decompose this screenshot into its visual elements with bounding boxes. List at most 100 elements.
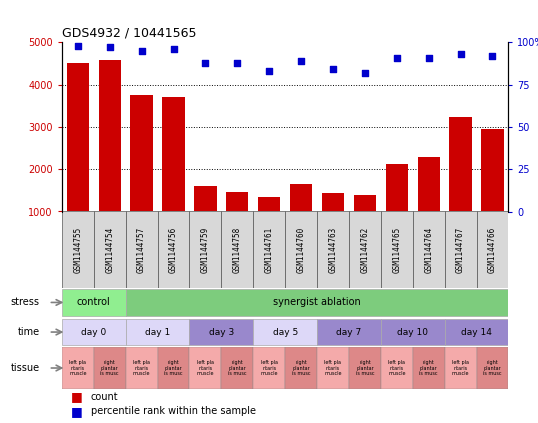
Bar xyxy=(413,212,444,288)
Bar xyxy=(317,212,349,288)
Bar xyxy=(158,347,189,389)
Point xyxy=(105,44,114,51)
Bar xyxy=(253,347,285,389)
Text: day 0: day 0 xyxy=(81,327,107,337)
Text: GSM1144760: GSM1144760 xyxy=(296,226,306,273)
Text: day 3: day 3 xyxy=(209,327,234,337)
Text: right
plantar
is musc: right plantar is musc xyxy=(228,360,246,376)
Bar xyxy=(126,289,508,316)
Bar xyxy=(349,347,381,389)
Text: GSM1144757: GSM1144757 xyxy=(137,226,146,273)
Bar xyxy=(126,319,189,345)
Bar xyxy=(98,60,121,254)
Bar xyxy=(285,212,317,288)
Bar xyxy=(285,347,317,389)
Point xyxy=(424,54,433,61)
Text: GSM1144766: GSM1144766 xyxy=(488,226,497,273)
Text: left pla
ntaris
muscle: left pla ntaris muscle xyxy=(388,360,406,376)
Text: right
plantar
is musc: right plantar is musc xyxy=(164,360,183,376)
Bar xyxy=(444,319,508,345)
Bar xyxy=(94,347,126,389)
Bar xyxy=(130,95,153,254)
Bar xyxy=(189,347,221,389)
Text: left pla
ntaris
muscle: left pla ntaris muscle xyxy=(324,360,342,376)
Text: tissue: tissue xyxy=(10,363,40,373)
Text: left pla
ntaris
muscle: left pla ntaris muscle xyxy=(69,360,87,376)
Text: control: control xyxy=(77,297,111,308)
Bar xyxy=(322,193,344,254)
Bar xyxy=(62,347,94,389)
Bar xyxy=(67,63,89,254)
Bar xyxy=(226,192,249,254)
Text: percentile rank within the sample: percentile rank within the sample xyxy=(91,407,256,416)
Bar xyxy=(258,197,280,254)
Bar xyxy=(381,319,444,345)
Bar xyxy=(353,195,376,254)
Bar xyxy=(477,212,508,288)
Text: GSM1144762: GSM1144762 xyxy=(360,226,370,273)
Text: time: time xyxy=(17,327,40,337)
Text: ■: ■ xyxy=(71,405,82,418)
Text: GSM1144755: GSM1144755 xyxy=(73,226,82,273)
Text: day 5: day 5 xyxy=(273,327,298,337)
Text: right
plantar
is musc: right plantar is musc xyxy=(483,360,502,376)
Text: GSM1144759: GSM1144759 xyxy=(201,226,210,273)
Text: ■: ■ xyxy=(71,390,82,403)
Point xyxy=(297,58,306,64)
Bar xyxy=(162,97,185,254)
Text: stress: stress xyxy=(11,297,40,308)
Bar xyxy=(194,186,217,254)
Bar xyxy=(94,212,126,288)
Bar xyxy=(381,212,413,288)
Bar xyxy=(417,157,440,254)
Text: left pla
ntaris
muscle: left pla ntaris muscle xyxy=(197,360,214,376)
Bar xyxy=(317,319,381,345)
Point xyxy=(169,46,178,52)
Bar xyxy=(158,212,189,288)
Text: day 1: day 1 xyxy=(145,327,170,337)
Text: left pla
ntaris
muscle: left pla ntaris muscle xyxy=(260,360,278,376)
Bar xyxy=(290,184,312,254)
Text: right
plantar
is musc: right plantar is musc xyxy=(420,360,438,376)
Bar xyxy=(477,347,508,389)
Bar xyxy=(317,347,349,389)
Point xyxy=(201,59,210,66)
Text: left pla
ntaris
muscle: left pla ntaris muscle xyxy=(133,360,150,376)
Point xyxy=(74,42,82,49)
Bar xyxy=(444,212,477,288)
Point xyxy=(233,59,242,66)
Point xyxy=(456,51,465,58)
Bar xyxy=(381,347,413,389)
Text: right
plantar
is musc: right plantar is musc xyxy=(292,360,310,376)
Text: GSM1144765: GSM1144765 xyxy=(392,226,401,273)
Bar xyxy=(126,347,158,389)
Bar xyxy=(413,347,444,389)
Bar xyxy=(189,212,221,288)
Bar xyxy=(444,347,477,389)
Bar xyxy=(253,212,285,288)
Point xyxy=(329,66,337,73)
Bar xyxy=(221,347,253,389)
Text: left pla
ntaris
muscle: left pla ntaris muscle xyxy=(452,360,469,376)
Bar xyxy=(482,129,504,254)
Text: GSM1144758: GSM1144758 xyxy=(233,226,242,273)
Bar xyxy=(62,212,94,288)
Bar xyxy=(189,319,253,345)
Text: GDS4932 / 10441565: GDS4932 / 10441565 xyxy=(62,27,196,40)
Bar xyxy=(349,212,381,288)
Text: right
plantar
is musc: right plantar is musc xyxy=(356,360,374,376)
Text: day 14: day 14 xyxy=(461,327,492,337)
Text: count: count xyxy=(91,392,118,401)
Text: synergist ablation: synergist ablation xyxy=(273,297,361,308)
Text: day 7: day 7 xyxy=(336,327,362,337)
Text: GSM1144754: GSM1144754 xyxy=(105,226,114,273)
Bar xyxy=(62,289,126,316)
Text: GSM1144756: GSM1144756 xyxy=(169,226,178,273)
Bar xyxy=(449,117,472,254)
Text: right
plantar
is musc: right plantar is musc xyxy=(101,360,119,376)
Text: GSM1144761: GSM1144761 xyxy=(265,226,274,273)
Bar xyxy=(253,319,317,345)
Point xyxy=(360,69,369,76)
Point xyxy=(488,52,497,59)
Point xyxy=(392,54,401,61)
